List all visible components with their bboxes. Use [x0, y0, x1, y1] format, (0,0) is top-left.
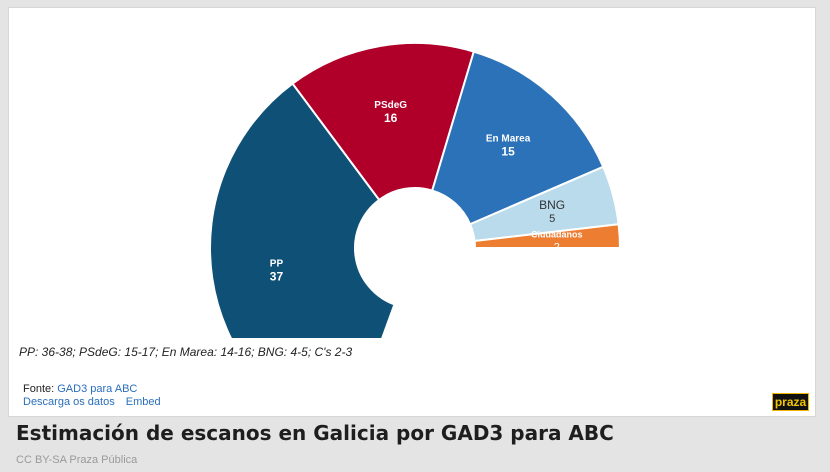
- slice-label-en-marea: En Marea: [486, 133, 531, 144]
- embed-link[interactable]: Embed: [125, 396, 161, 408]
- slice-value-en-marea: 15: [501, 144, 515, 158]
- license-text: CC BY-SA Praza Pública: [16, 454, 138, 466]
- download-data-link[interactable]: Descarga os datos: [23, 396, 115, 408]
- slice-label-psdeg: PSdeG: [374, 100, 407, 111]
- slice-value-ciudadanos: 2: [554, 242, 560, 254]
- praza-logo[interactable]: praza: [772, 393, 809, 411]
- source-label: Fonte:: [23, 383, 55, 395]
- slice-psdeg[interactable]: [291, 42, 476, 202]
- source-link[interactable]: GAD3 para ABC: [57, 383, 138, 395]
- chart-embed-card: PP 37 PSdeG 16 En Marea 15 BNG 5 Ciudadanos 2 PP:…: [8, 7, 816, 417]
- slice-value-psdeg: 16: [384, 111, 398, 125]
- slice-label-pp: PP: [270, 258, 284, 269]
- slice-label-bng: BNG: [539, 198, 565, 212]
- caption-title: Estimación de escanos en Galicia por GAD…: [16, 421, 614, 445]
- slice-en-marea[interactable]: [430, 50, 605, 226]
- slice-value-bng: 5: [549, 213, 555, 225]
- slice-ciudadanos[interactable]: [473, 223, 622, 249]
- range-note: PP: 36-38; PSdeG: 15-17; En Marea: 14-16…: [19, 345, 353, 359]
- source-line: Fonte: GAD3 para ABC: [23, 383, 137, 395]
- data-links: Descarga os datos Embed: [23, 396, 169, 408]
- slice-label-ciudadanos: Ciudadanos: [531, 230, 583, 240]
- slice-value-pp: 37: [270, 269, 284, 283]
- slice-pp[interactable]: [209, 82, 396, 338]
